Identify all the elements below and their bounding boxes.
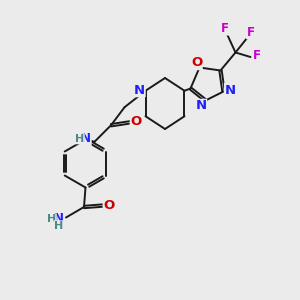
Text: H: H — [47, 214, 56, 224]
Text: H: H — [75, 134, 84, 144]
Text: N: N — [195, 99, 207, 112]
Text: F: F — [253, 49, 260, 62]
Text: N: N — [224, 83, 236, 97]
Text: O: O — [103, 199, 115, 212]
Text: H: H — [54, 221, 63, 231]
Text: F: F — [220, 22, 228, 35]
Text: O: O — [191, 56, 202, 70]
Text: F: F — [247, 26, 254, 39]
Text: N: N — [81, 132, 91, 145]
Text: O: O — [130, 115, 142, 128]
Text: N: N — [134, 84, 145, 97]
Text: N: N — [53, 212, 64, 226]
